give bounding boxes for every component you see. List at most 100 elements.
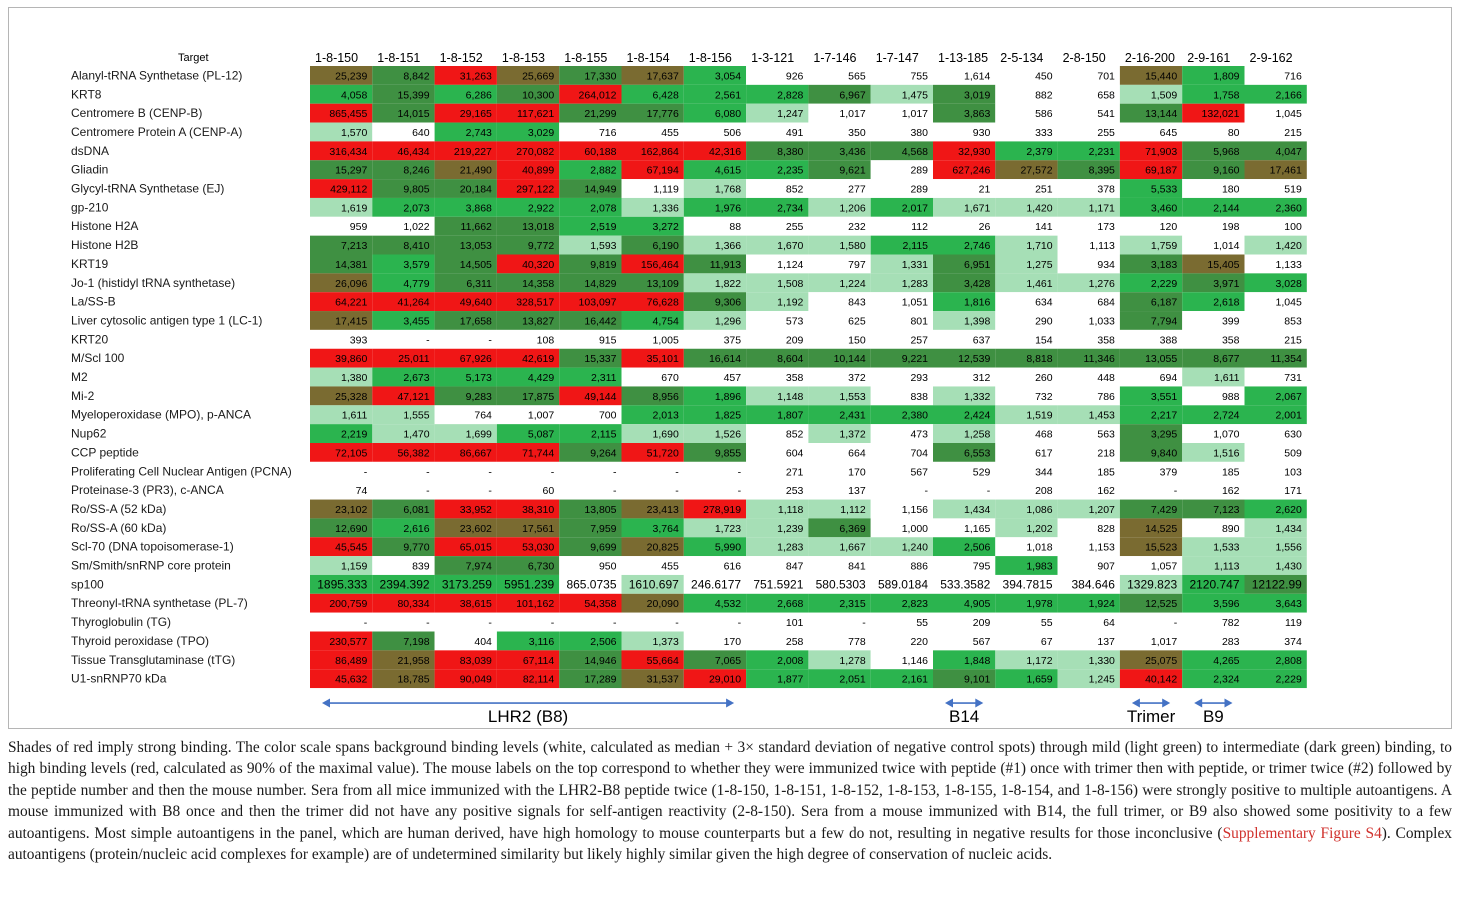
- heatmap-cell: [1182, 405, 1245, 425]
- cell-value: 701: [1097, 70, 1115, 82]
- cell-value: 1,983: [1026, 561, 1052, 573]
- cell-value: 1,533: [1213, 542, 1239, 554]
- heatmap-cell: [746, 348, 809, 368]
- cell-value: 1,978: [1026, 598, 1052, 610]
- heatmap-cell: [1244, 499, 1307, 519]
- heatmap-cell: [496, 254, 560, 274]
- cell-value: 60,188: [584, 146, 616, 158]
- heatmap-cell: [683, 593, 747, 613]
- row-label: Scl-70 (DNA topoisomerase-1): [71, 540, 234, 554]
- cell-value: 17,776: [647, 108, 679, 120]
- heatmap-cell: [372, 216, 435, 236]
- heatmap-cell: [683, 273, 747, 293]
- cell-value: 350: [848, 127, 866, 139]
- cell-value: 170: [848, 466, 866, 478]
- cell-value: 1,275: [1026, 259, 1052, 271]
- cell-value: 150: [848, 334, 866, 346]
- supplementary-figure-link[interactable]: Supplementary Figure S4: [1222, 824, 1382, 842]
- cell-value: 1,014: [1213, 240, 1239, 252]
- heatmap-cell: [434, 518, 497, 538]
- heatmap-cell: [1182, 103, 1245, 123]
- heatmap-cell: [372, 367, 435, 387]
- row-label: Mi-2: [71, 389, 95, 403]
- heatmap-cell: [559, 311, 622, 330]
- cell-value: 162: [1097, 485, 1115, 497]
- cell-value: 457: [724, 372, 742, 384]
- cell-value: 1,133: [1276, 259, 1302, 271]
- cell-value: 1,258: [964, 429, 990, 441]
- heatmap-cell: [559, 329, 622, 349]
- cell-value: 2,380: [902, 410, 928, 422]
- heatmap-cell: [1244, 66, 1307, 85]
- cell-value: 1,699: [466, 429, 492, 441]
- cell-value: 8,604: [777, 353, 803, 365]
- cell-value: 907: [1097, 561, 1115, 573]
- cell-value: 2,506: [964, 542, 990, 554]
- heatmap-cell: [1057, 405, 1120, 425]
- column-header-1-7-147: 1-7-147: [876, 51, 919, 65]
- cell-value: 83,039: [460, 655, 492, 667]
- heatmap-cell: [310, 197, 373, 217]
- heatmap-cell: [496, 499, 560, 519]
- heatmap-cell: [683, 631, 747, 651]
- cell-value: 23,413: [647, 504, 679, 516]
- cell-value: 21,958: [397, 655, 429, 667]
- cell-value: 491: [786, 127, 804, 139]
- heatmap-cell: [933, 612, 996, 632]
- heatmap-cell: [808, 650, 871, 670]
- heatmap-cell: [1119, 273, 1183, 293]
- cell-value: 67: [1041, 636, 1053, 648]
- heatmap-cell: [496, 631, 560, 651]
- heatmap-cell: [870, 84, 933, 104]
- heatmap-cell: [746, 254, 809, 274]
- cell-value: 2,078: [590, 202, 616, 214]
- heatmap-cell: [559, 593, 622, 613]
- cell-value: 2,360: [1276, 202, 1302, 214]
- heatmap-cell: [808, 669, 871, 689]
- cell-value: 25,239: [335, 70, 367, 82]
- cell-value: -: [675, 617, 679, 629]
- cell-value: 2,231: [1089, 146, 1115, 158]
- cell-value: 3,596: [1213, 598, 1239, 610]
- heatmap-cell: [372, 235, 435, 255]
- heatmap-cell: [621, 84, 684, 104]
- group-arrow-right: [1162, 698, 1171, 708]
- heatmap-cell: [683, 84, 747, 104]
- cell-value: 988: [1222, 391, 1240, 403]
- heatmap-cell: [559, 160, 622, 180]
- cell-value: 27,572: [1020, 165, 1052, 177]
- heatmap-cell: [870, 593, 933, 613]
- cell-value: 2,115: [903, 240, 929, 252]
- heatmap-cell: [372, 254, 435, 274]
- cell-value: 1,206: [839, 202, 865, 214]
- cell-value: 882: [1035, 89, 1053, 101]
- cell-value: 13,144: [1145, 108, 1177, 120]
- heatmap-cell: [434, 650, 497, 670]
- heatmap-cell: [310, 235, 373, 255]
- heatmap-cell: [1057, 197, 1120, 217]
- heatmap-cell: [559, 631, 622, 651]
- heatmap-cell: [496, 480, 560, 500]
- cell-value: 2,620: [1276, 504, 1302, 516]
- cell-value: 801: [910, 315, 928, 327]
- cell-value: 838: [910, 391, 928, 403]
- heatmap-cell: [1244, 574, 1307, 594]
- heatmap-cell: [1119, 499, 1183, 519]
- heatmap-cell: [870, 273, 933, 293]
- cell-value: 2,616: [403, 523, 429, 535]
- cell-value: 9,160: [1213, 165, 1239, 177]
- heatmap-cell: [746, 141, 809, 161]
- heatmap-cell: [746, 537, 809, 557]
- heatmap-cell: [933, 405, 996, 425]
- heatmap-cell: [496, 66, 560, 85]
- heatmap-cell: [933, 292, 996, 312]
- cell-value: 2,668: [777, 598, 803, 610]
- heatmap-cell: [746, 631, 809, 651]
- cell-value: 35,101: [647, 353, 679, 365]
- cell-value: 11,662: [461, 221, 492, 233]
- cell-value: 915: [599, 334, 617, 346]
- cell-value: 700: [599, 410, 617, 422]
- heatmap-cell: [870, 574, 933, 594]
- cell-value: 3,272: [653, 221, 679, 233]
- heatmap-cell: [1244, 292, 1307, 312]
